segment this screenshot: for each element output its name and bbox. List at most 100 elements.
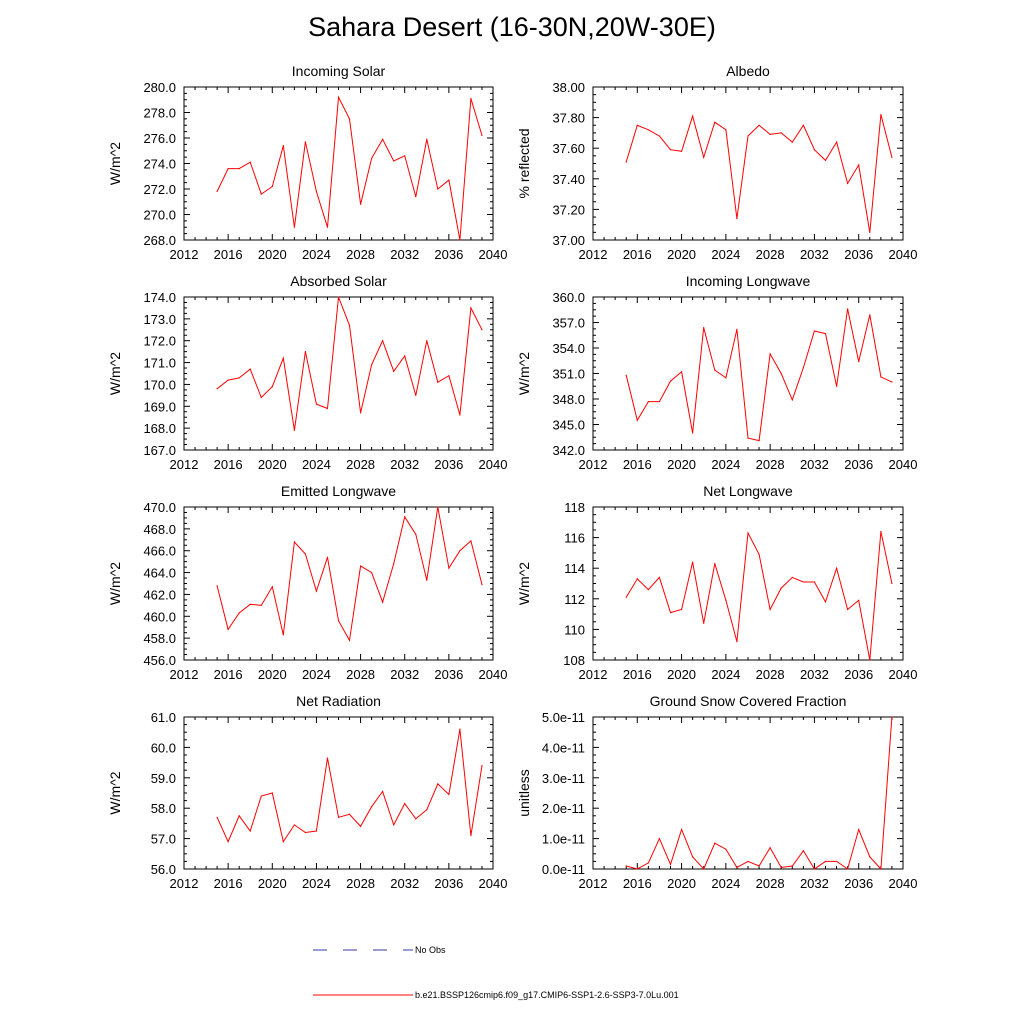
x-tick-label: 2020 [258,457,287,472]
x-tick-label: 2016 [623,667,652,682]
data-point [371,806,373,808]
data-point [780,587,782,589]
data-point [437,381,439,383]
data-point [227,841,229,843]
data-point [426,579,428,581]
data-point [448,375,450,377]
plot-frame [183,296,494,451]
data-point [858,164,860,166]
x-tick-label: 2032 [800,667,829,682]
y-tick-label: 59.0 [151,771,176,786]
data-point [769,133,771,136]
legend: No Obs b.e21.BSSP126cmip6.f09_g17.CMIP6-S… [313,945,679,1000]
data-point [348,639,351,641]
y-tick-label: 0.0e-11 [542,862,585,877]
data-point [692,432,694,434]
data-point [692,561,694,563]
data-point [470,307,472,309]
y-tick-label: 462.0 [143,587,176,602]
x-tick-label: 2020 [258,247,287,262]
data-point [404,516,406,518]
data-point [680,828,683,831]
data-point [271,386,273,388]
data-point [304,351,306,353]
data-point [348,324,351,327]
x-tick-label: 2040 [889,457,918,472]
data-point [216,816,218,818]
data-point [326,226,329,228]
data-point [780,132,782,134]
y-tick-label: 56.0 [151,862,176,877]
data-point [216,585,218,587]
x-tick-label: 2032 [800,247,829,262]
data-point [636,868,638,870]
y-tick-label: 456.0 [143,653,176,668]
x-tick-label: 2012 [579,667,608,682]
data-point [813,330,816,332]
data-point [747,860,749,863]
data-point [216,388,218,390]
data-point [758,440,760,442]
y-axis-label: W/m^2 [107,142,123,185]
data-point [238,612,240,614]
y-tick-label: 37.80 [552,111,585,126]
data-point [437,506,439,508]
data-point [835,860,838,863]
data-point [791,399,793,401]
y-tick-label: 354.0 [552,341,585,356]
data-point [359,825,362,828]
plot-frame [592,716,904,870]
x-tick-label: 2040 [479,247,508,262]
series-line [625,114,893,233]
data-point [824,159,827,162]
data-point [692,856,694,858]
y-tick-label: 357.0 [552,316,585,331]
x-tick-label: 2020 [258,876,287,891]
data-point [725,599,727,601]
y-tick-label: 2.0e-11 [542,801,585,816]
data-point [703,156,705,158]
y-tick-label: 458.0 [143,631,176,646]
data-point [481,583,483,586]
plot-frame [592,296,904,451]
x-tick-label: 2036 [434,247,463,262]
x-tick-label: 2012 [579,876,608,891]
data-point [260,193,262,195]
data-point [714,369,716,371]
data-point [647,400,649,403]
x-tick-label: 2040 [889,667,918,682]
plot-frame [183,506,494,661]
series-line [625,531,893,661]
y-tick-label: 37.20 [552,202,585,217]
x-tick-label: 2012 [579,457,608,472]
y-tick-label: 348.0 [552,392,585,407]
data-point [337,296,340,298]
x-tick-label: 2012 [579,247,608,262]
data-point [703,868,705,870]
data-point [393,160,395,162]
y-tick-label: 61.0 [151,710,176,725]
data-point [426,809,428,811]
x-tick-label: 2028 [346,667,375,682]
data-point [404,155,406,157]
x-tick-label: 2016 [214,667,243,682]
data-point [824,860,827,863]
data-point [293,429,295,431]
x-tick-label: 2028 [346,876,375,891]
data-point [481,134,483,137]
data-point [304,553,306,555]
x-tick-label: 2036 [844,457,873,472]
y-tick-label: 114 [564,561,585,576]
data-point [725,848,727,850]
data-point [481,329,483,331]
data-point [736,328,738,330]
data-point [714,842,716,844]
data-point [249,161,251,163]
y-axis-label: W/m^2 [107,771,123,814]
x-tick-label: 2040 [889,247,918,262]
data-point [260,396,262,399]
data-point [337,620,340,622]
data-point [858,828,860,831]
data-point [647,129,649,131]
chart-panel-2: Albedo % reflected 2012 2016 2020 2024 2028 203… [516,63,917,262]
